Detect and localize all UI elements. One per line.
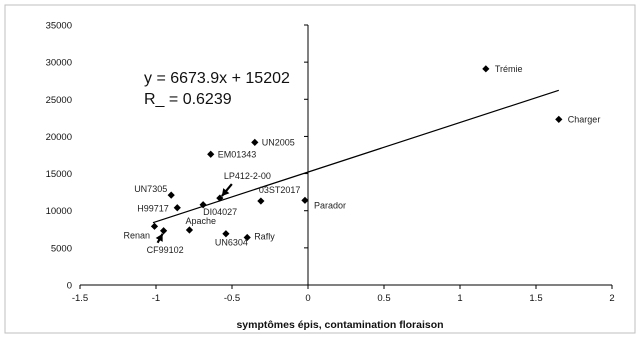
data-point [257,197,265,205]
x-tick-label: -1.5 [72,293,88,304]
trendline-equation: y = 6673.9x + 15202 [144,70,290,87]
data-point [185,226,194,234]
r-squared-label: R_ = 0.6239 [144,91,232,108]
data-point [222,230,230,238]
y-tick-label: 10000 [46,206,72,217]
data-point [199,201,207,209]
arrow-lp412-head [221,188,230,197]
point-label: UN2005 [262,137,295,147]
x-tick-label: 2 [609,293,614,304]
point-label: H99717 [137,204,169,214]
point-label: 03ST2017 [259,185,301,195]
y-tick-label: 5000 [51,243,72,254]
point-label: Apache [185,216,216,226]
axes: 0 5000 10000 15000 20000 25000 30000 35000 -1.5 -… [46,21,615,305]
point-label: UN7305 [134,184,167,194]
data-point [216,194,224,202]
chart-border [4,4,636,334]
point-label: CF99102 [147,245,184,255]
point-label: UN6304 [215,238,248,248]
x-tick-label: 0 [305,293,310,304]
y-tick-label: 25000 [46,95,72,106]
arrow-cf99102-head [155,233,163,242]
data-point [160,227,168,235]
data-point [167,191,175,199]
x-tick-label: -0.5 [224,293,240,304]
point-label: Renan [123,230,150,240]
x-tick-label: 0.5 [377,293,390,304]
point-label: DI04027 [203,207,237,217]
data-point [243,233,251,242]
data-point [207,150,215,158]
point-label: EM01343 [218,149,257,159]
point-label: Charger [568,114,601,124]
point-label: Trémie [495,64,523,74]
data-point [301,196,309,204]
data-point [555,115,563,123]
x-tick-label: 1 [457,293,462,304]
x-tick-label: 1.5 [529,293,542,304]
data-point [173,204,181,212]
point-labels: Trémie Charger UN2005 EM01343 UN7305 LP412-2-… [123,64,600,255]
y-tick-label: 15000 [46,169,72,180]
y-tick-label: 35000 [46,21,72,32]
point-label: LP412-2-00 [224,171,271,181]
data-points [150,65,563,242]
y-tick-label: 20000 [46,132,72,143]
data-point [251,138,259,146]
data-point [150,222,159,230]
y-tick-label: 0 [67,281,72,292]
data-point [482,65,490,73]
x-axis-title: symptômes épis, contamination floraison [236,319,443,331]
point-label: Rafly [254,231,275,241]
point-label: Parador [314,200,346,210]
y-tick-label: 30000 [46,58,72,69]
x-tick-label: -1 [152,293,160,304]
